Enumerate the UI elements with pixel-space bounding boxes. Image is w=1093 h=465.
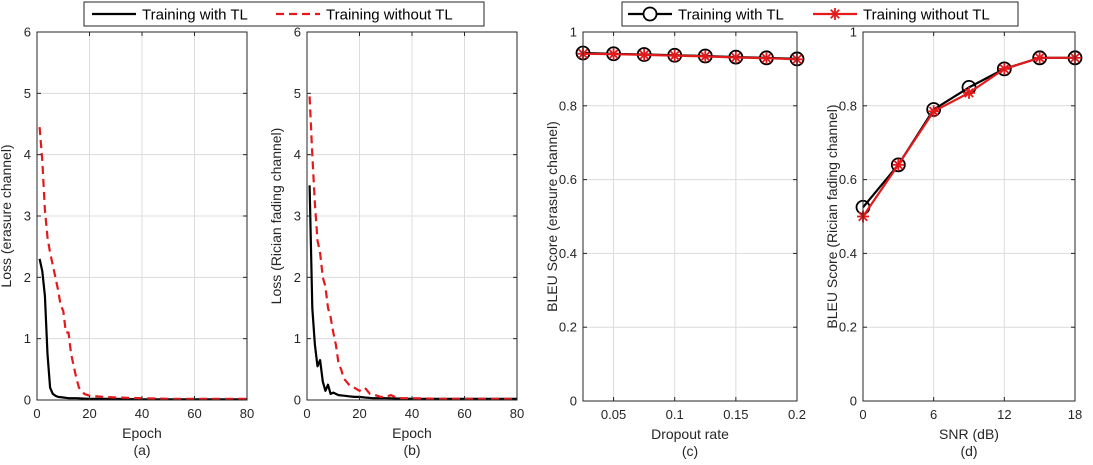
legend-entry-label: Training with TL <box>678 7 784 24</box>
y-tick-label: 3 <box>24 209 31 224</box>
x-tick-label: 12 <box>997 407 1011 422</box>
y-tick-label: 4 <box>294 147 301 162</box>
x-tick-label: 0.1 <box>666 407 684 422</box>
y-tick-label: 0.4 <box>559 246 577 261</box>
y-tick-label: 0 <box>570 394 577 409</box>
y-tick-label: 6 <box>24 25 31 40</box>
y-tick-label: 5 <box>294 86 301 101</box>
y-axis-label: Loss (Rician fading channel) <box>268 128 284 305</box>
x-tick-label: 40 <box>405 406 419 421</box>
x-tick-label: 0.2 <box>788 407 806 422</box>
panel-label: (b) <box>403 442 420 458</box>
axes-box <box>582 31 798 402</box>
y-tick-label: 0.8 <box>839 98 857 113</box>
panel-label: (d) <box>960 443 977 459</box>
x-tick-label: 0 <box>303 406 310 421</box>
y-tick-label: 6 <box>294 25 301 40</box>
legend-marker-circle <box>642 6 658 22</box>
series-line-with-tl <box>38 258 247 401</box>
data-point-circle <box>996 61 1012 77</box>
data-point-asterisk <box>729 51 742 64</box>
grid-layer <box>37 32 1075 401</box>
y-tick-label: 0.2 <box>839 320 857 335</box>
axes-box <box>862 31 1076 402</box>
y-tick-label: 0 <box>850 394 857 409</box>
x-tick-label: 80 <box>240 406 254 421</box>
data-point-circle <box>890 157 906 173</box>
x-tick-label: 18 <box>1068 407 1082 422</box>
panel-label: (c) <box>682 443 698 459</box>
x-axis-label: Epoch <box>392 425 432 441</box>
legend-entry-label: Training with TL <box>142 7 248 24</box>
panel-label: (a) <box>133 442 150 458</box>
y-tick-label: 0.8 <box>559 98 577 113</box>
series-line-without-tl <box>308 96 517 400</box>
x-tick-label: 0 <box>33 406 40 421</box>
x-tick-label: 0 <box>859 407 866 422</box>
legend-entry-label: Training without TL <box>863 7 990 24</box>
data-point-asterisk <box>963 86 975 99</box>
data-point-asterisk <box>760 52 773 65</box>
y-axis-label: Loss (erasure channel) <box>0 144 14 287</box>
x-tick-label: 80 <box>510 406 524 421</box>
x-tick-label: 40 <box>135 406 149 421</box>
x-tick-label: 0.05 <box>601 407 626 422</box>
x-tick-label: 6 <box>930 407 937 422</box>
y-tick-label: 2 <box>24 270 31 285</box>
y-tick-label: 5 <box>24 86 31 101</box>
y-tick-label: 1 <box>294 331 301 346</box>
y-tick-label: 2 <box>294 270 301 285</box>
y-tick-label: 3 <box>294 209 301 224</box>
x-tick-label: 20 <box>82 406 96 421</box>
y-tick-label: 4 <box>24 147 31 162</box>
y-tick-label: 1 <box>24 331 31 346</box>
x-axis-label: Dropout rate <box>651 426 729 442</box>
x-axis-label: Epoch <box>122 425 162 441</box>
y-tick-label: 0.6 <box>559 172 577 187</box>
x-tick-label: 60 <box>187 406 201 421</box>
y-axis-label: BLEU Score (erasure channel) <box>544 121 560 312</box>
x-tick-label: 0.15 <box>723 407 748 422</box>
data-point-asterisk <box>1033 51 1046 64</box>
y-tick-label: 0.2 <box>559 320 577 335</box>
data-point-asterisk <box>699 50 712 63</box>
legend-layer: Training with TL Training without TL Train… <box>83 1 1019 27</box>
data-point-asterisk <box>638 48 651 61</box>
y-tick-label: 0 <box>24 393 31 408</box>
axes-frame-layer <box>36 31 1076 402</box>
data-point-asterisk <box>829 8 841 20</box>
series-line-without-tl <box>38 127 247 400</box>
data-point-asterisk <box>607 48 620 61</box>
x-axis-label: SNR (dB) <box>939 426 999 442</box>
y-tick-label: 0.4 <box>839 246 857 261</box>
x-tick-label: 20 <box>352 406 366 421</box>
legend-entry-label: Training without TL <box>326 7 453 24</box>
data-point-asterisk <box>927 105 940 118</box>
x-tick-label: 60 <box>457 406 471 421</box>
y-tick-label: 0.6 <box>839 172 857 187</box>
y-tick-label: 1 <box>850 25 857 40</box>
y-axis-label: BLEU Score (Rician fading channel) <box>824 104 840 328</box>
data-point-asterisk <box>668 49 681 62</box>
data-point-asterisk <box>892 158 905 171</box>
data-point-asterisk <box>998 62 1011 75</box>
y-tick-label: 0 <box>294 393 301 408</box>
y-tick-label: 1 <box>570 25 577 40</box>
